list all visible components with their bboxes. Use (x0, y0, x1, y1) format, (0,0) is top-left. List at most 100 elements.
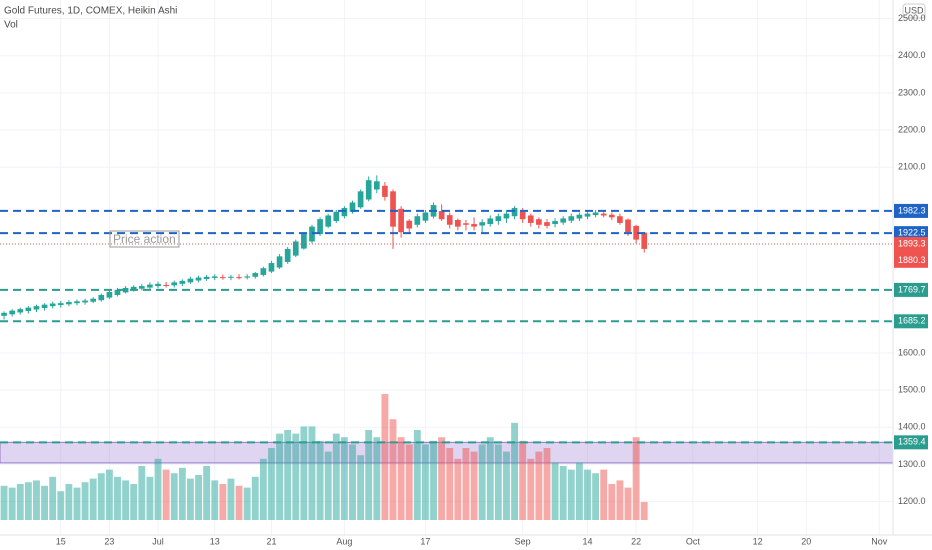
candle-body (106, 292, 113, 298)
candle-body (98, 294, 105, 301)
volume-bar (186, 478, 194, 520)
candle-body (398, 208, 404, 233)
candle-body (544, 222, 550, 226)
volume-bar (227, 478, 235, 520)
volume-bar (470, 451, 478, 520)
candle-body (438, 211, 445, 220)
y-tick-label: 1300.0 (898, 459, 926, 469)
y-tick-label: 2300.0 (898, 87, 926, 97)
candle-body (309, 226, 315, 242)
volume-bar (373, 437, 381, 520)
annotation: Price action (113, 232, 176, 246)
chart-title: Gold Futures, 1D, COMEX, Heikin Ashi (4, 6, 177, 17)
candle-body (422, 212, 429, 221)
annotation-box (109, 230, 180, 248)
volume-bar (276, 433, 284, 520)
volume-bar (349, 444, 356, 520)
volume-bar (308, 426, 316, 520)
price-tag-label: 1685.2 (898, 316, 926, 326)
candle-body (471, 224, 477, 227)
volume-bar (575, 462, 583, 520)
volume-bar (211, 480, 219, 520)
volume-bar (292, 433, 300, 520)
candle-body (503, 213, 510, 219)
volume-bar (178, 467, 186, 520)
currency[interactable]: USD (904, 5, 924, 15)
y-tick-label: 2200.0 (898, 124, 926, 134)
volume-bar (203, 466, 211, 520)
price-tag (894, 226, 928, 241)
y-tick-label: 1400.0 (898, 422, 926, 432)
candle-body (349, 202, 356, 212)
plot: Price action (0, 175, 894, 520)
candle-body (171, 282, 178, 286)
price-tag-label: 1922.5 (898, 228, 926, 238)
x-tick-label: 15 (56, 536, 66, 546)
candle-body (560, 218, 567, 223)
volume-bar (486, 437, 494, 520)
price-tag-label: 1769.7 (898, 284, 926, 294)
volume-bar (640, 502, 648, 520)
candle-body (511, 208, 518, 217)
candle-body (66, 302, 72, 305)
volume-bar (438, 437, 446, 520)
candle-body (592, 212, 599, 216)
candle-body (600, 213, 607, 216)
candle-body (455, 219, 461, 227)
candle-body (260, 268, 267, 275)
x-tick-label: 21 (266, 536, 276, 546)
volume-bar (162, 469, 170, 520)
volume-bar (300, 426, 308, 520)
x-tick-label: 23 (104, 536, 114, 546)
y-tick-label: 2500.0 (898, 13, 926, 23)
volume-bar (421, 444, 429, 520)
last-price-bg (894, 236, 928, 251)
candle-body (49, 303, 56, 307)
candle-body (487, 218, 494, 225)
last-price-2: 1880.3 (898, 255, 926, 265)
candle-body (1, 312, 7, 316)
volume-bar (0, 485, 8, 520)
volume-bar (332, 433, 340, 520)
candle-body (90, 298, 97, 302)
candle-body (187, 278, 194, 283)
volume-bar (511, 422, 519, 520)
volume-bar (138, 466, 146, 520)
volume-bar (413, 430, 421, 520)
volume-bar (600, 469, 608, 520)
candle-body (317, 219, 323, 235)
volume-bar (478, 444, 486, 520)
candle-body (382, 185, 388, 197)
y-tick-label: 1500.0 (898, 384, 926, 394)
candle-body (617, 216, 623, 223)
candle-body (195, 277, 202, 281)
currency-button[interactable] (902, 3, 926, 19)
candle-body (527, 215, 534, 223)
volume-bar (122, 480, 130, 520)
candle-body (252, 273, 259, 277)
volume-bar (430, 440, 437, 520)
volume-bar (243, 487, 251, 520)
volume-bar (105, 469, 113, 520)
volume-bar (89, 478, 97, 520)
volume-bar (170, 473, 178, 520)
volume-bar (592, 473, 600, 520)
candle-body (220, 277, 226, 279)
y-tick-label: 1600.0 (898, 347, 926, 357)
volume-bar (446, 448, 454, 520)
candle-body (357, 191, 364, 208)
volume-bar (357, 455, 365, 520)
candle-body (463, 223, 469, 225)
x-tick-label: Jul (152, 536, 164, 546)
volume-bar (543, 448, 551, 520)
candle-body (608, 214, 615, 218)
volume-bar (527, 458, 535, 520)
candle-body (576, 214, 583, 219)
y-tick-label: 2100.0 (898, 162, 926, 172)
candle-body (236, 277, 242, 279)
candle-body (284, 248, 291, 262)
candle-body (325, 215, 332, 227)
candle-body (446, 215, 453, 225)
volume-bar (284, 430, 292, 520)
